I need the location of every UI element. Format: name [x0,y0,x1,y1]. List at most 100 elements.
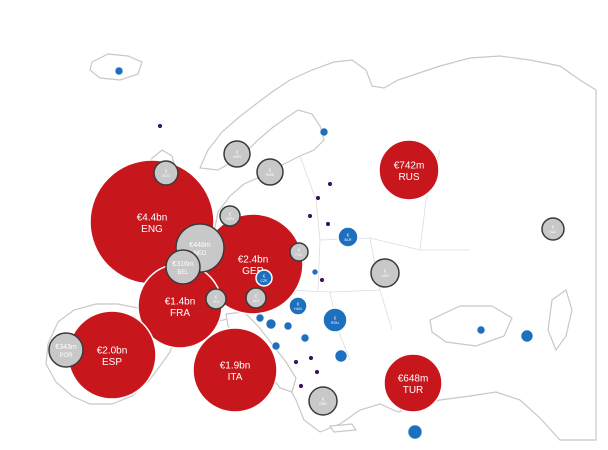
club-dot [307,213,313,219]
bubble-sco-value: € [165,168,168,173]
bubble-kaz: €KAZ [541,217,565,241]
blue-dot [407,424,423,440]
bubble-ita-value: €1.9bn [220,361,251,372]
bubble-ger-value: €2.4bn [238,255,269,266]
blue-dot [283,321,293,331]
bubble-sui-code: SUI [213,300,219,304]
bubble-por-circle [48,332,84,368]
bubble-fra-code: FRA [170,308,190,319]
blue-dot [271,341,281,351]
bubble-cze-code: CZE [260,279,268,283]
bubble-pol-value: € [298,247,301,252]
bubble-blr-value: € [347,232,350,237]
bubble-ukr: €UKR [370,258,400,288]
bubble-pol: €POL [289,242,309,262]
bubble-tur-code: TUR [403,385,424,396]
bubble-eng-value: €4.4bn [137,213,168,224]
club-dot [298,383,304,389]
club-dot [308,355,314,361]
bubble-sco-circle [153,160,179,186]
bubble-aut-code: AUT [252,299,260,303]
bubble-ned-value: €448m [189,242,211,249]
bubble-rou: €ROU [322,307,348,333]
caspian-outline [547,289,573,352]
bubble-ger-code: GER [242,266,264,277]
bubble-den: €DEN [219,205,241,227]
bubble-gre-value: € [322,396,325,401]
bubble-swe-code: SWE [266,173,275,177]
bubble-por: €343m POR [48,332,84,368]
blue-dot [319,127,329,137]
bubble-swe-circle [256,158,284,186]
blue-dot [255,313,265,323]
club-dot [315,195,321,201]
club-dot [314,369,320,375]
blue-dot [265,318,277,330]
bubble-cze: €CZE [255,269,273,287]
bubble-kaz-value: € [552,224,555,229]
bubble-aut-circle [245,287,267,309]
bubble-swe: €SWE [256,158,284,186]
bubble-pol-code: POL [295,253,302,257]
bubble-den-circle [219,205,241,227]
bubble-nor: €NOR [223,140,251,168]
blue-dot [520,329,534,343]
bubble-hun: €HUN [288,296,308,316]
bubble-sui-value: € [215,294,218,299]
bubble-hun-code: HUN [294,307,302,311]
bubble-rus-code: RUS [398,172,419,183]
bubble-pol-circle [289,242,309,262]
bubble-rou-value: € [334,315,337,320]
bubble-nor-circle [223,140,251,168]
bubble-rus-circle [378,139,440,201]
bubble-bel-value: €316m [172,261,194,268]
crete-outline [328,423,358,433]
bubble-blr-circle [337,226,359,248]
bubble-blr: €BLR [337,226,359,248]
bubble-bel-circle [165,249,201,285]
bubble-sui-circle [205,288,227,310]
bubble-fra-value: €1.4bn [165,297,196,308]
blue-dot [300,333,310,343]
bubble-aut: €AUT [245,287,267,309]
bubble-eng-code: ENG [141,224,163,235]
blue-dot [476,325,486,335]
bubble-nor-code: NOR [233,155,241,159]
club-dot [325,221,331,227]
bubble-den-code: DEN [226,217,234,221]
bubble-gre: €GRE [308,386,338,416]
bubble-swe-value: € [269,167,272,172]
bubble-sco: €SCO [153,160,179,186]
bubble-rou-circle [322,307,348,333]
bubble-cze-value: € [263,273,266,278]
bubble-ukr-circle [370,258,400,288]
bubble-ukr-value: € [384,268,387,273]
club-dot [157,123,163,129]
bubble-blr-code: BLR [345,238,352,242]
bubble-rus-value: €742m [394,161,425,172]
bubble-aut-value: € [255,293,258,298]
bubble-rou-code: ROU [331,321,339,325]
blue-dot [334,349,348,363]
bubble-kaz-circle [541,217,565,241]
bubble-cze-circle [255,269,273,287]
bubble-sco-code: SCO [162,174,170,178]
bubble-ita-circle [192,327,278,413]
club-dot [293,359,299,365]
blue-dot [311,268,319,276]
bubble-esp-value: €2.0bn [97,346,128,357]
bubble-ukr-code: UKR [381,274,389,278]
bubble-den-value: € [229,211,232,216]
club-dot [327,181,333,187]
bubble-ita-code: ITA [228,372,243,383]
bubble-nor-value: € [236,149,239,154]
bubble-bel: €316m BEL [165,249,201,285]
blue-markers [114,66,534,440]
bubble-gre-code: GRE [319,402,327,406]
bubble-hun-value: € [297,301,300,306]
